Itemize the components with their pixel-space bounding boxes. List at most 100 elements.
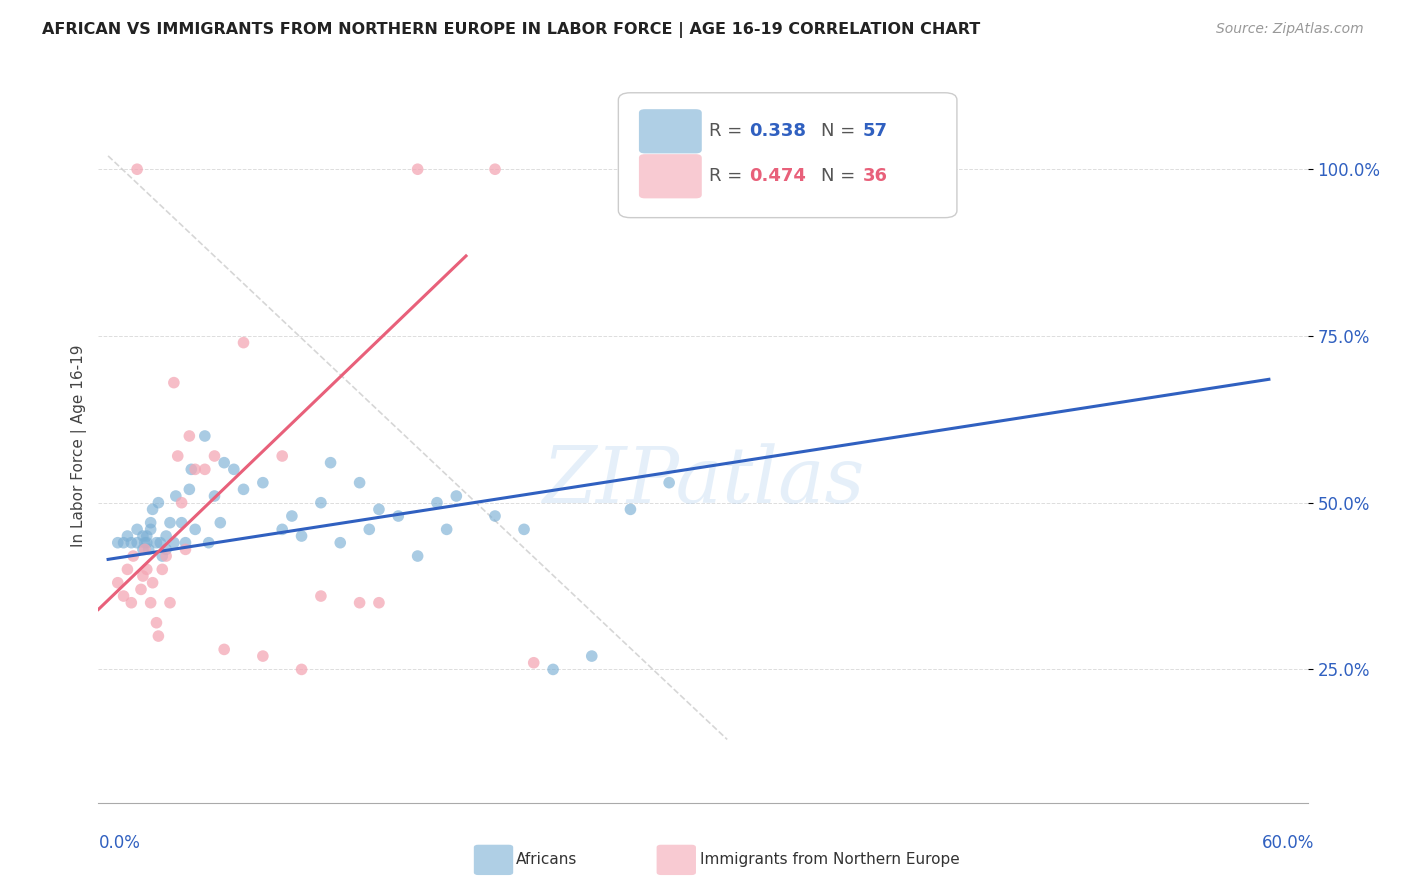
Point [170,496,193,510]
Point [197,535,219,549]
Point [232,483,254,497]
Point [138,542,160,557]
Point [132,542,155,557]
Point [209,516,232,530]
Point [349,475,371,490]
Point [212,642,235,657]
Text: N =: N = [821,168,862,186]
Point [155,549,177,563]
Text: 60.0%: 60.0% [1263,834,1315,852]
Point [163,376,186,390]
Point [387,509,409,524]
Point [329,535,352,549]
Point [127,522,149,536]
Text: 0.338: 0.338 [749,122,806,140]
Text: 0.0%: 0.0% [98,834,141,852]
Text: 57: 57 [863,122,887,140]
Point [349,596,371,610]
Point [368,596,391,610]
Text: ZIPatlas: ZIPatlas [541,443,865,520]
Point [107,535,129,549]
Point [290,662,312,676]
FancyBboxPatch shape [638,109,702,153]
Point [184,522,207,536]
Point [122,549,145,563]
Point [232,335,254,350]
Point [148,496,170,510]
Point [174,535,197,549]
Point [319,456,342,470]
Y-axis label: In Labor Force | Age 16-19: In Labor Force | Age 16-19 [72,344,87,548]
Point [145,615,167,630]
Point [309,589,332,603]
Point [150,549,173,563]
Point [619,502,641,516]
Point [120,535,142,549]
Text: Africans: Africans [516,853,578,867]
Point [127,162,149,177]
Point [135,562,157,576]
Point [484,509,506,524]
Point [222,462,245,476]
Point [271,522,294,536]
Point [184,462,207,476]
Point [132,569,155,583]
Text: 36: 36 [863,168,887,186]
Point [112,589,135,603]
Point [309,496,332,510]
Point [134,535,156,549]
Point [132,529,155,543]
Text: N =: N = [821,122,862,140]
Point [148,629,170,643]
Point [134,542,156,557]
Point [170,516,193,530]
Point [281,509,304,524]
Point [484,162,506,177]
Point [523,656,546,670]
Point [252,475,274,490]
Point [368,502,391,516]
Point [149,535,172,549]
Point [117,562,139,576]
Point [406,162,429,177]
Point [359,522,381,536]
Point [127,535,149,549]
Point [174,542,197,557]
Point [135,529,157,543]
Text: R =: R = [709,168,748,186]
Point [150,562,173,576]
Point [117,529,139,543]
Point [180,462,202,476]
Point [112,535,135,549]
Point [406,549,429,563]
Point [581,649,603,664]
Point [212,456,235,470]
Point [159,596,181,610]
Text: 0.474: 0.474 [749,168,806,186]
Point [145,535,167,549]
Point [204,489,226,503]
Point [135,535,157,549]
Point [513,522,536,536]
Point [165,489,187,503]
Point [436,522,458,536]
Point [290,529,312,543]
Point [129,582,152,597]
Point [155,542,177,557]
Point [166,449,188,463]
Point [155,529,177,543]
Point [142,502,165,516]
Point [159,516,181,530]
Point [139,516,162,530]
Point [179,429,201,443]
Point [541,662,564,676]
FancyBboxPatch shape [638,154,702,198]
Point [194,462,217,476]
Point [204,449,226,463]
Point [426,496,449,510]
Text: Source: ZipAtlas.com: Source: ZipAtlas.com [1216,22,1364,37]
Point [658,475,681,490]
Point [271,449,294,463]
Text: AFRICAN VS IMMIGRANTS FROM NORTHERN EUROPE IN LABOR FORCE | AGE 16-19 CORRELATIO: AFRICAN VS IMMIGRANTS FROM NORTHERN EURO… [42,22,980,38]
Point [179,483,201,497]
